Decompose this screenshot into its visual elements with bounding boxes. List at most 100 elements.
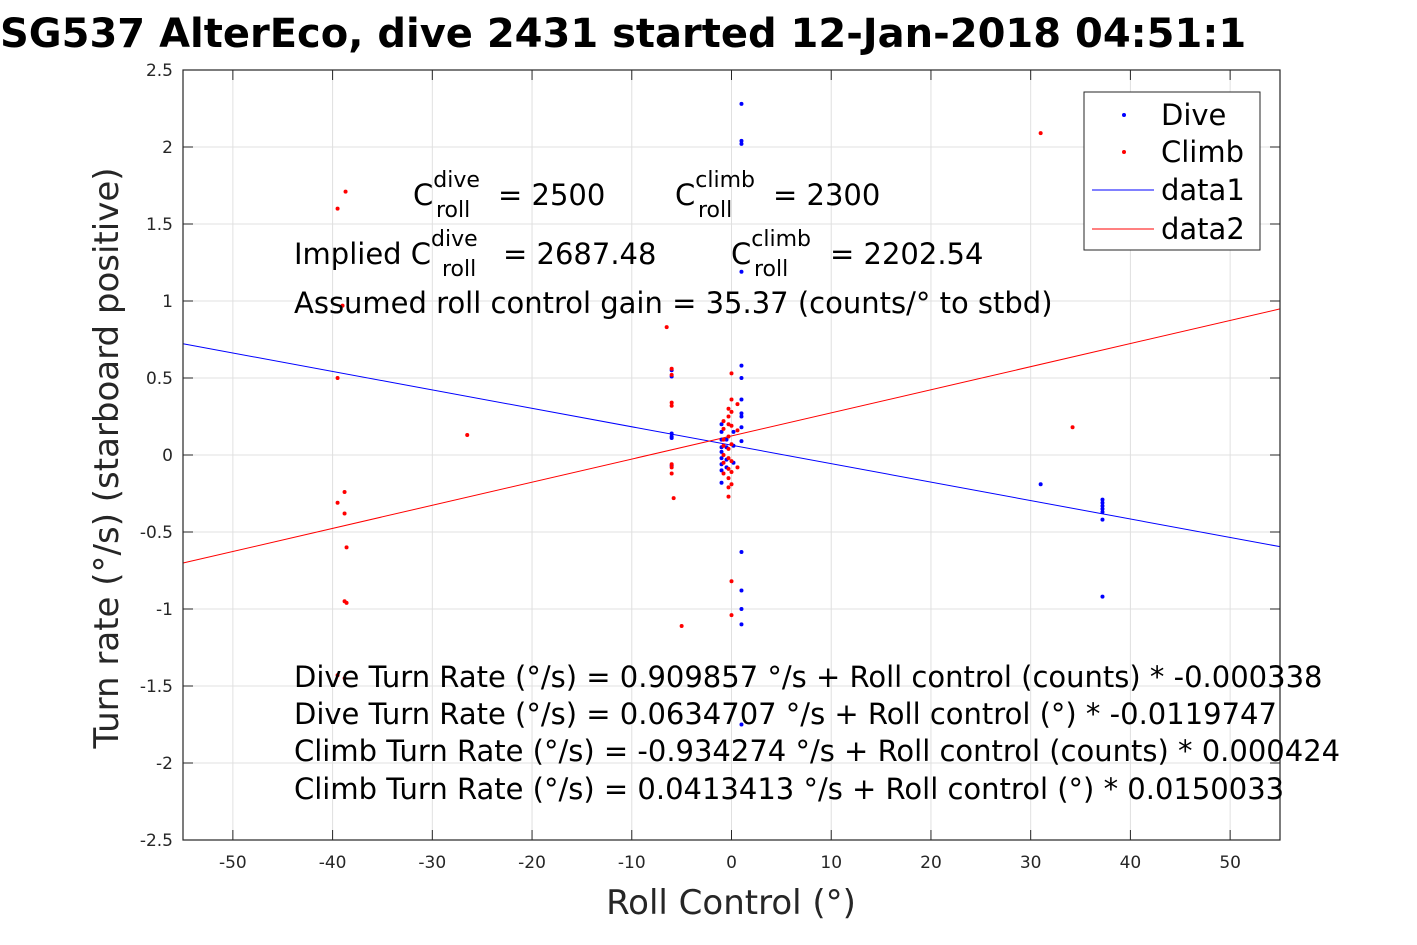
c-roll-climb-sup: climb bbox=[695, 168, 755, 193]
climb-point bbox=[1070, 425, 1075, 430]
climb-point bbox=[726, 466, 731, 471]
y-tick-label: -0.5 bbox=[140, 523, 173, 543]
dive-point bbox=[739, 269, 744, 274]
climb-point bbox=[729, 423, 734, 428]
x-tick-label: -20 bbox=[518, 853, 546, 873]
climb-point bbox=[726, 406, 731, 411]
climb-point bbox=[335, 500, 340, 505]
tick-labels: -50 -40 -30 -20 -10 0 10 20 30 40 50 2.5 2 1.5 1 0.5 0 -0… bbox=[140, 61, 1280, 873]
climb-point bbox=[721, 453, 726, 457]
climb-point bbox=[342, 489, 347, 494]
dive-point bbox=[731, 429, 736, 434]
dive-point bbox=[1038, 482, 1043, 487]
legend-box bbox=[1083, 91, 1261, 251]
dive-point bbox=[1100, 497, 1105, 502]
y-tick-label: 1 bbox=[162, 292, 173, 312]
y-tick-label: 1.5 bbox=[146, 215, 173, 235]
dive-point bbox=[739, 439, 744, 444]
climb-point bbox=[669, 471, 674, 476]
chart-title: SG537 AlterEco, dive 2431 started 12-Jan… bbox=[0, 11, 1246, 57]
x-tick-label: 40 bbox=[1120, 853, 1142, 873]
implied-climb-c: C bbox=[731, 237, 751, 271]
c-roll-dive-sub: roll bbox=[436, 198, 470, 223]
implied-dive-value: = 2687.48 bbox=[503, 237, 656, 271]
dive-point bbox=[669, 436, 674, 441]
dive-point bbox=[719, 468, 724, 473]
climb-point bbox=[735, 465, 740, 470]
x-tick-label: 20 bbox=[920, 853, 942, 873]
dive-point bbox=[739, 622, 744, 627]
climb-point bbox=[735, 428, 740, 433]
c-roll-dive-c: C bbox=[413, 178, 433, 212]
climb-point bbox=[726, 494, 731, 499]
climb-point bbox=[726, 476, 731, 481]
legend-dive-marker bbox=[1122, 113, 1126, 117]
climb-point bbox=[729, 397, 734, 402]
y-axis-label: Turn rate (°/s) (starboard positive) bbox=[87, 167, 127, 749]
dive-point bbox=[1100, 517, 1105, 522]
svg-text:Implied Cdive: Implied Cdive bbox=[294, 227, 478, 271]
y-tick-label: -1.5 bbox=[140, 677, 173, 697]
climb-point bbox=[335, 376, 340, 380]
dive-point bbox=[739, 411, 744, 416]
y-tick-label: -1 bbox=[156, 600, 173, 620]
dive-point bbox=[739, 376, 744, 380]
climb-point bbox=[335, 673, 340, 678]
fit-line-1: Dive Turn Rate (°/s) = 0.909857 °/s + Ro… bbox=[294, 660, 1322, 694]
y-tick-label: 2.5 bbox=[146, 61, 173, 81]
svg-text:Cclimb: Cclimb bbox=[675, 168, 755, 212]
climb-point bbox=[721, 437, 726, 442]
dive-point bbox=[719, 422, 724, 427]
c-roll-dive-sup: dive bbox=[433, 168, 480, 193]
dive-point bbox=[719, 480, 724, 485]
climb-point bbox=[726, 456, 731, 461]
climb-point bbox=[335, 206, 340, 211]
climb-point bbox=[721, 419, 726, 424]
x-tick-label: 10 bbox=[820, 853, 842, 873]
implied-annotation: Implied Cdive roll = 2687.48 Cclimb roll… bbox=[294, 227, 983, 282]
x-tick-label: -10 bbox=[618, 853, 646, 873]
gain-annotation: Assumed roll control gain = 35.37 (count… bbox=[294, 286, 1053, 320]
dive-point bbox=[1100, 503, 1105, 508]
dive-point bbox=[739, 414, 744, 419]
climb-point bbox=[735, 402, 740, 407]
dive-point bbox=[719, 429, 724, 434]
implied-climb-value: = 2202.54 bbox=[830, 237, 983, 271]
y-tick-label: -2.5 bbox=[140, 831, 173, 851]
dive-point bbox=[739, 363, 744, 368]
dive-point bbox=[739, 397, 744, 402]
fit-line-3: Climb Turn Rate (°/s) = -0.934274 °/s + … bbox=[294, 734, 1340, 768]
dive-point bbox=[1100, 506, 1105, 511]
climb-point bbox=[343, 189, 348, 194]
dive-point bbox=[1100, 500, 1105, 505]
x-tick-label: 30 bbox=[1020, 853, 1042, 873]
climb-point bbox=[344, 545, 349, 550]
fit-line-data2 bbox=[182, 308, 1281, 564]
dive-point bbox=[1100, 509, 1105, 514]
legend-climb-marker bbox=[1122, 150, 1126, 154]
climb-point bbox=[721, 460, 726, 465]
c-roll-annotation: Cdive roll = 2500 Cclimb roll = 2300 bbox=[413, 168, 880, 223]
climb-point bbox=[669, 462, 674, 467]
climb-point bbox=[729, 409, 734, 414]
scatter-points bbox=[335, 101, 1105, 727]
dive-point bbox=[669, 431, 674, 436]
climb-point bbox=[729, 613, 734, 618]
svg-text:Cclimb: Cclimb bbox=[731, 227, 811, 271]
dive-point bbox=[739, 138, 744, 143]
climb-point bbox=[726, 446, 731, 451]
climb-point bbox=[729, 579, 734, 584]
climb-point bbox=[342, 676, 347, 681]
dive-point bbox=[739, 141, 744, 146]
dive-point bbox=[719, 449, 724, 454]
climb-point bbox=[664, 325, 669, 330]
climb-point bbox=[342, 511, 347, 516]
implied-prefix: Implied C bbox=[294, 237, 431, 271]
climb-point bbox=[721, 443, 726, 448]
dive-point bbox=[724, 437, 729, 442]
x-axis-label: Roll Control (°) bbox=[606, 883, 856, 923]
dive-point bbox=[739, 722, 744, 727]
implied-climb-sub: roll bbox=[754, 257, 788, 282]
c-roll-dive-value: = 2500 bbox=[498, 178, 605, 212]
